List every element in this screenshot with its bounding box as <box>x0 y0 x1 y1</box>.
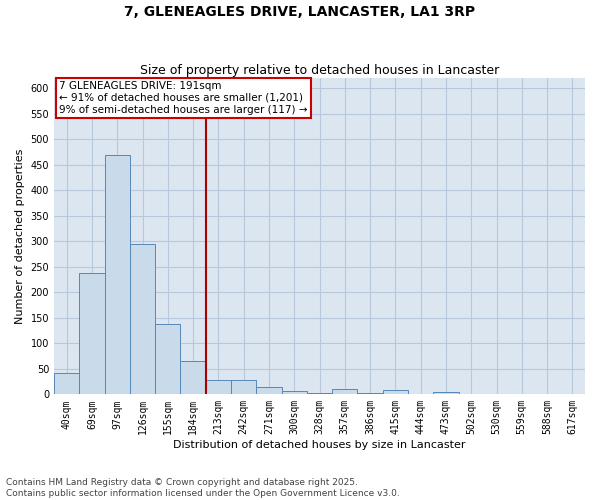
Y-axis label: Number of detached properties: Number of detached properties <box>15 148 25 324</box>
Bar <box>54 373 79 394</box>
Text: 7 GLENEAGLES DRIVE: 191sqm
← 91% of detached houses are smaller (1,201)
9% of se: 7 GLENEAGLES DRIVE: 191sqm ← 91% of deta… <box>59 82 308 114</box>
X-axis label: Distribution of detached houses by size in Lancaster: Distribution of detached houses by size … <box>173 440 466 450</box>
Bar <box>332 389 358 394</box>
Text: 7, GLENEAGLES DRIVE, LANCASTER, LA1 3RP: 7, GLENEAGLES DRIVE, LANCASTER, LA1 3RP <box>124 5 476 19</box>
Bar <box>79 273 104 394</box>
Bar <box>181 361 206 394</box>
Text: Contains HM Land Registry data © Crown copyright and database right 2025.
Contai: Contains HM Land Registry data © Crown c… <box>6 478 400 498</box>
Bar <box>256 386 281 394</box>
Bar <box>206 380 231 394</box>
Bar <box>104 154 130 394</box>
Bar <box>281 392 307 394</box>
Bar <box>433 392 458 394</box>
Bar <box>130 244 155 394</box>
Bar <box>155 324 181 394</box>
Bar <box>383 390 408 394</box>
Bar <box>231 380 256 394</box>
Title: Size of property relative to detached houses in Lancaster: Size of property relative to detached ho… <box>140 64 499 77</box>
